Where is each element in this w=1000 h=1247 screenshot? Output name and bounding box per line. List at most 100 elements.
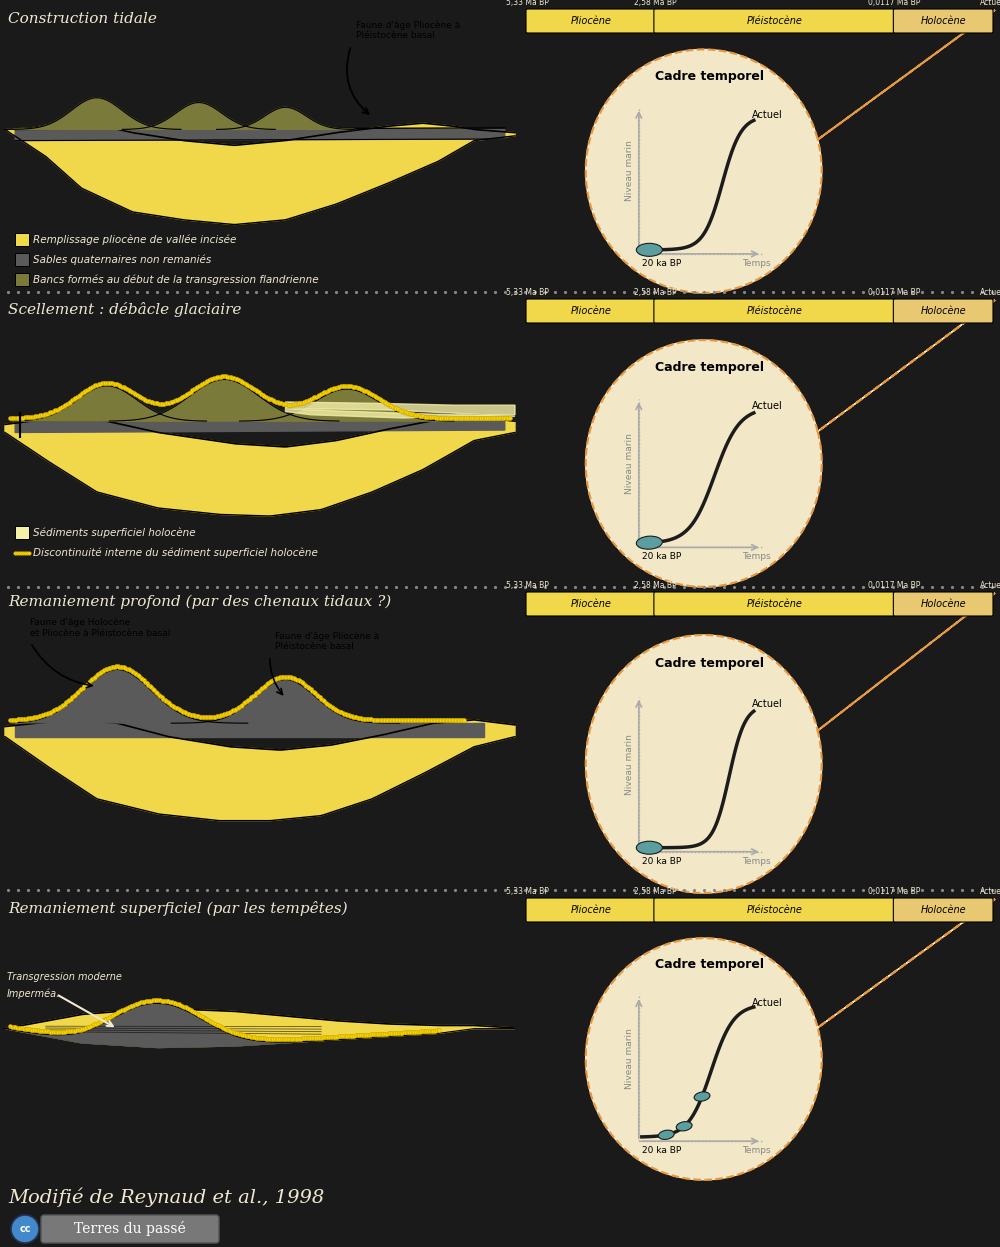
Text: Niveau marin: Niveau marin: [625, 433, 634, 494]
Text: Pléistocène: Pléistocène: [747, 16, 803, 26]
Polygon shape: [586, 594, 995, 893]
Ellipse shape: [694, 1092, 710, 1101]
Bar: [15, 273, 29, 286]
FancyBboxPatch shape: [526, 299, 656, 323]
Text: Construction tidale: Construction tidale: [8, 12, 157, 26]
Text: Pliocène: Pliocène: [570, 306, 611, 315]
Text: Actuel: Actuel: [752, 402, 783, 412]
Text: Cadre temporel: Cadre temporel: [655, 70, 764, 82]
Bar: [15, 526, 29, 539]
Text: Pléistocène: Pléistocène: [747, 599, 803, 609]
Text: Temps: Temps: [742, 552, 771, 561]
FancyBboxPatch shape: [526, 592, 656, 616]
Ellipse shape: [636, 536, 662, 549]
Polygon shape: [122, 102, 275, 130]
FancyBboxPatch shape: [526, 9, 656, 32]
Text: Pléistocène: Pléistocène: [747, 905, 803, 915]
Polygon shape: [15, 130, 505, 141]
Ellipse shape: [676, 1121, 692, 1131]
Polygon shape: [586, 301, 995, 587]
Text: Cadre temporel: Cadre temporel: [655, 958, 764, 971]
FancyBboxPatch shape: [654, 9, 895, 32]
Text: 0,0117 Ma BP: 0,0117 Ma BP: [868, 887, 921, 897]
Ellipse shape: [636, 842, 662, 854]
Text: Sables quaternaires non remaniés: Sables quaternaires non remaniés: [33, 254, 211, 266]
Text: Faune d'âge Holocène
et Pliocène à Pléistocène basal: Faune d'âge Holocène et Pliocène à Pléis…: [30, 617, 171, 637]
Text: Pliocène: Pliocène: [570, 599, 611, 609]
Text: Actuel: Actuel: [980, 0, 1000, 7]
Text: Modifié de Reynaud et al., 1998: Modifié de Reynaud et al., 1998: [8, 1187, 324, 1207]
Polygon shape: [240, 389, 454, 421]
Text: Terres du passé: Terres du passé: [74, 1222, 186, 1237]
Ellipse shape: [658, 1130, 674, 1140]
Text: 0,0117 Ma BP: 0,0117 Ma BP: [868, 581, 921, 590]
Bar: [15, 233, 29, 246]
Text: Pliocène: Pliocène: [570, 905, 611, 915]
Text: Transgression moderne: Transgression moderne: [7, 971, 122, 981]
FancyBboxPatch shape: [893, 9, 993, 32]
FancyBboxPatch shape: [654, 898, 895, 922]
Text: Faune d'âge Pliocène à
Pléistocène basal: Faune d'âge Pliocène à Pléistocène basal: [356, 21, 460, 40]
Text: 5,33 Ma BP: 5,33 Ma BP: [506, 288, 548, 297]
Ellipse shape: [636, 243, 662, 257]
Text: 5,33 Ma BP: 5,33 Ma BP: [506, 887, 548, 897]
Bar: [15, 253, 29, 266]
FancyBboxPatch shape: [654, 299, 895, 323]
Text: 2,58 Ma BP: 2,58 Ma BP: [634, 581, 676, 590]
Polygon shape: [5, 1009, 515, 1047]
FancyBboxPatch shape: [893, 898, 993, 922]
Text: Temps: Temps: [742, 1146, 771, 1155]
Text: Niveau marin: Niveau marin: [625, 141, 634, 201]
Polygon shape: [586, 899, 995, 1180]
Text: 20 ka BP: 20 ka BP: [642, 259, 681, 268]
Text: Holocène: Holocène: [920, 16, 966, 26]
Polygon shape: [171, 680, 400, 723]
Text: Bancs formés au début de la transgression flandrienne: Bancs formés au début de la transgressio…: [33, 274, 319, 286]
FancyBboxPatch shape: [526, 898, 656, 922]
Text: Actuel: Actuel: [752, 110, 783, 120]
Polygon shape: [110, 379, 339, 421]
Text: Niveau marin: Niveau marin: [625, 734, 634, 794]
Text: 5,33 Ma BP: 5,33 Ma BP: [506, 581, 548, 590]
Text: Imperméa.: Imperméa.: [7, 989, 60, 999]
Polygon shape: [5, 122, 515, 224]
Polygon shape: [15, 421, 505, 433]
Text: Cadre temporel: Cadre temporel: [655, 360, 764, 374]
Text: Temps: Temps: [742, 857, 771, 865]
Text: Temps: Temps: [742, 259, 771, 268]
FancyBboxPatch shape: [41, 1215, 219, 1243]
FancyBboxPatch shape: [654, 592, 895, 616]
Text: cc: cc: [19, 1225, 31, 1235]
Circle shape: [11, 1215, 39, 1243]
Text: Holocène: Holocène: [920, 599, 966, 609]
Polygon shape: [10, 1004, 362, 1047]
Polygon shape: [286, 402, 515, 418]
Text: Niveau marin: Niveau marin: [625, 1029, 634, 1089]
Text: Faune d'âge Pliocène à
Pléistocène basal: Faune d'âge Pliocène à Pléistocène basal: [275, 631, 379, 651]
Text: Holocène: Holocène: [920, 306, 966, 315]
Text: Holocène: Holocène: [920, 905, 966, 915]
Text: 20 ka BP: 20 ka BP: [642, 1146, 681, 1155]
Text: Remplissage pliocène de vallée incisée: Remplissage pliocène de vallée incisée: [33, 234, 236, 244]
FancyBboxPatch shape: [893, 299, 993, 323]
Polygon shape: [586, 10, 995, 293]
Text: 0,0117 Ma BP: 0,0117 Ma BP: [868, 0, 921, 7]
Text: 20 ka BP: 20 ka BP: [642, 857, 681, 865]
Text: Actuel: Actuel: [752, 998, 783, 1008]
Polygon shape: [15, 723, 484, 737]
Text: 2,58 Ma BP: 2,58 Ma BP: [634, 0, 676, 7]
Text: Remaniement superficiel (par les tempêtes): Remaniement superficiel (par les tempête…: [8, 902, 348, 917]
Polygon shape: [10, 385, 206, 421]
Text: Sédiments superficiel holocène: Sédiments superficiel holocène: [33, 527, 196, 539]
Text: Cadre temporel: Cadre temporel: [655, 657, 764, 670]
Text: Remaniement profond (par des chenaux tidaux ?): Remaniement profond (par des chenaux tid…: [8, 595, 391, 610]
Text: 2,58 Ma BP: 2,58 Ma BP: [634, 288, 676, 297]
Text: 5,33 Ma BP: 5,33 Ma BP: [506, 0, 548, 7]
Text: Actuel: Actuel: [752, 698, 783, 710]
Text: Scellement : débâcle glaciaire: Scellement : débâcle glaciaire: [8, 302, 241, 317]
Polygon shape: [5, 416, 515, 516]
Text: 20 ka BP: 20 ka BP: [642, 552, 681, 561]
Text: Discontinuité interne du sédiment superficiel holocène: Discontinuité interne du sédiment superf…: [33, 547, 318, 559]
Text: Actuel: Actuel: [980, 288, 1000, 297]
Polygon shape: [10, 670, 248, 723]
